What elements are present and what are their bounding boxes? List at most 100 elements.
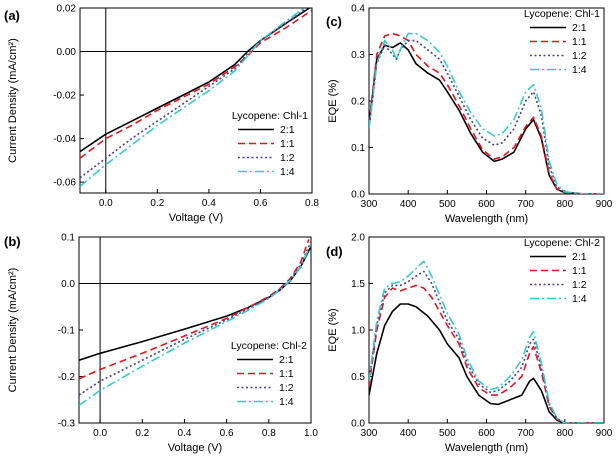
y-tick-label: -0.2 — [58, 372, 76, 383]
series-line-2-1 — [369, 42, 604, 194]
x-tick-label: 0.4 — [202, 198, 216, 209]
y-tick-label: 0.5 — [351, 372, 365, 383]
y-axis-title: Current Density (mA/cm²) — [7, 38, 19, 163]
series-line-1-2 — [79, 241, 311, 396]
x-tick-label: 0.6 — [253, 198, 267, 209]
panel-label: (a) — [4, 8, 20, 23]
chart-panel-2: 0.0 0.2 0.4 0.6 0.8 1.0 -0.3 -0.2 -0.1 0.0 0.1 Volt… — [4, 233, 318, 455]
legend-entry-label: 2:1 — [279, 354, 294, 366]
legend-entry-label: 2:1 — [280, 124, 295, 136]
x-tick-label: 400 — [400, 199, 417, 210]
legend-title: Lycopene: Chl-2 — [231, 340, 307, 352]
x-axis-title: Wavelength (nm) — [445, 442, 528, 454]
chart-panel-4: 300 400 500 600 700 800 900 0.0 0.5 1.0 1.5 2.0 Wave… — [326, 233, 613, 455]
x-tick-label: 600 — [478, 199, 495, 210]
legend-entry-label: 1:1 — [572, 265, 587, 277]
y-tick-label: -0.3 — [58, 419, 76, 430]
y-tick-label: 0.1 — [351, 143, 365, 154]
legend-entry-label: 1:2 — [572, 50, 587, 62]
y-tick-label: -0.1 — [58, 326, 76, 337]
y-tick-label: 0.3 — [351, 50, 365, 61]
x-tick-label: 500 — [439, 199, 456, 210]
x-tick-label: 0.2 — [150, 198, 164, 209]
x-tick-label: 400 — [400, 428, 417, 439]
y-tick-label: 1.0 — [351, 326, 365, 337]
y-tick-label: 0.0 — [61, 279, 75, 290]
y-tick-label: 0.2 — [351, 97, 365, 108]
legend-entry-label: 1:4 — [572, 293, 587, 305]
series-line-1-2 — [369, 270, 604, 423]
series-line-1-4 — [80, 8, 305, 188]
y-axis-title: Current Density (mA/cm²) — [7, 268, 19, 393]
legend-title: Lycopene: Chl-1 — [524, 8, 600, 20]
series-line-1-2 — [369, 39, 604, 194]
x-tick-label: 0.0 — [93, 428, 107, 439]
x-tick-label: 0.8 — [305, 198, 319, 209]
plot-frame — [368, 7, 605, 195]
x-axis-title: Wavelength (nm) — [445, 213, 528, 225]
series-line-1-2 — [80, 8, 308, 179]
y-tick-label: -0.06 — [53, 178, 76, 189]
y-tick-label: 0.02 — [57, 4, 77, 15]
y-tick-label: 0.0 — [351, 419, 365, 430]
series-line-1-4 — [369, 260, 604, 423]
x-tick-label: 900 — [596, 199, 613, 210]
legend-entry-label: 1:4 — [572, 64, 587, 76]
series-line-2-1 — [369, 303, 604, 423]
x-tick-label: 300 — [361, 428, 378, 439]
y-tick-label: 2.0 — [351, 233, 365, 244]
legend-entry-label: 2:1 — [572, 251, 587, 263]
legend-entry-label: 1:4 — [280, 166, 295, 178]
x-tick-label: 800 — [556, 199, 573, 210]
x-tick-label: 600 — [478, 428, 495, 439]
y-tick-label: -0.04 — [53, 134, 76, 145]
y-tick-label: 0.4 — [351, 4, 365, 15]
x-tick-label: 0.2 — [135, 428, 149, 439]
x-axis-title: Voltage (V) — [168, 442, 222, 454]
x-tick-label: 0.4 — [178, 428, 192, 439]
series-line-1-1 — [80, 9, 312, 159]
legend-entry-label: 1:2 — [279, 382, 294, 394]
x-tick-label: 900 — [596, 428, 613, 439]
panel-label: (c) — [326, 14, 342, 29]
panel-label: (d) — [326, 244, 343, 259]
series-line-1-1 — [369, 32, 604, 194]
y-axis-title: EQE (%) — [327, 308, 339, 351]
x-tick-label: 500 — [439, 428, 456, 439]
legend-entry-label: 1:1 — [279, 368, 294, 380]
x-tick-label: 0.8 — [262, 428, 276, 439]
series-line-1-4 — [369, 32, 604, 194]
y-tick-label: 0.0 — [351, 190, 365, 201]
x-tick-label: 0.6 — [220, 428, 234, 439]
x-tick-label: 700 — [517, 199, 534, 210]
legend-title: Lycopene: Chl-1 — [232, 110, 308, 122]
plot-frame — [368, 236, 605, 424]
series-line-1-4 — [79, 243, 311, 406]
x-tick-label: 700 — [517, 428, 534, 439]
legend-title: Lycopene: Chl-2 — [524, 237, 600, 249]
y-tick-label: 0.00 — [57, 47, 77, 58]
x-tick-label: 800 — [556, 428, 573, 439]
series-line-1-1 — [79, 239, 310, 380]
x-tick-label: 300 — [361, 199, 378, 210]
chart-panel-1: 0.0 0.2 0.4 0.6 0.8 -0.06 -0.04 -0.02 0.00 0.02 Vo… — [4, 4, 319, 225]
y-axis-title: EQE (%) — [327, 79, 339, 122]
y-tick-label: -0.02 — [53, 91, 76, 102]
plot-frame — [79, 7, 313, 194]
legend-entry-label: 1:4 — [279, 396, 294, 408]
legend-entry-label: 1:2 — [280, 152, 295, 164]
y-tick-label: 0.1 — [61, 233, 75, 244]
series-line-1-1 — [369, 284, 604, 423]
panel-label: (b) — [4, 234, 21, 249]
x-tick-label: 1.0 — [304, 428, 318, 439]
chart-panel-3: 300 400 500 600 700 800 900 0.0 0.1 0.2 0.3 0.4 Wave… — [326, 4, 613, 226]
legend-entry-label: 1:2 — [572, 279, 587, 291]
legend-entry-label: 2:1 — [572, 22, 587, 34]
y-tick-label: 1.5 — [351, 279, 365, 290]
x-axis-title: Voltage (V) — [169, 212, 223, 224]
plot-frame — [78, 236, 312, 424]
legend-entry-label: 1:1 — [280, 138, 295, 150]
legend-entry-label: 1:1 — [572, 36, 587, 48]
x-tick-label: 0.0 — [99, 198, 113, 209]
